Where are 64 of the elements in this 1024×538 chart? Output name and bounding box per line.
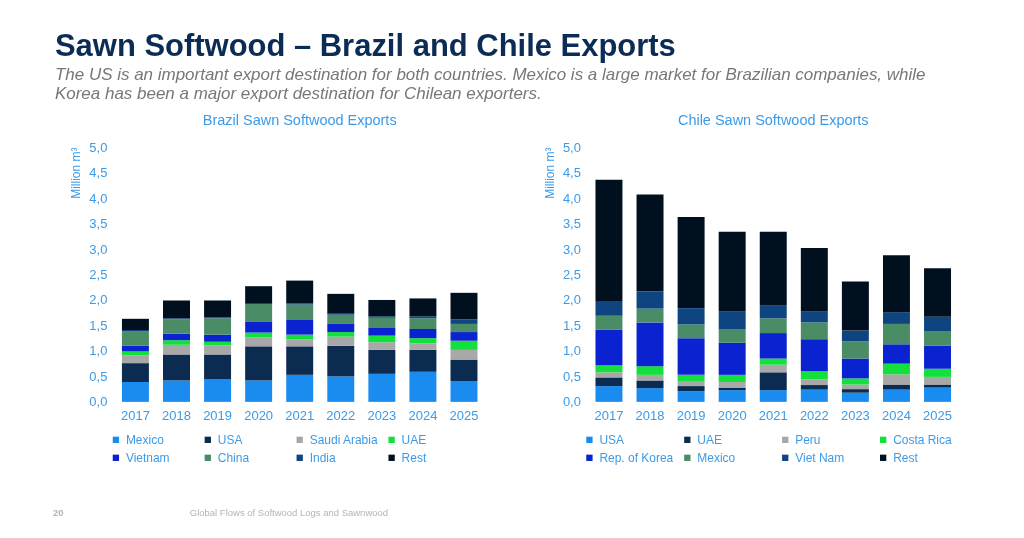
legend-label: USA — [217, 432, 243, 447]
text: 20 — [52, 506, 64, 518]
legend-label: Saudi Arabia — [309, 432, 378, 447]
y-tick-label: 2,5 — [89, 266, 108, 282]
x-tick-label: 2022 — [799, 408, 829, 424]
y-tick-label: 1,5 — [562, 317, 581, 333]
x-tick-label: 2021 — [285, 408, 315, 424]
y-tick-label: 0,5 — [562, 368, 581, 384]
legend-label: Viet Nam — [795, 450, 845, 465]
y-tick-label: 0,0 — [89, 394, 108, 410]
x-tick-label: 2018 — [162, 408, 191, 424]
y-tick-label: 4,5 — [562, 165, 581, 181]
y-tick-label: 3,5 — [562, 216, 581, 232]
legend-label: Peru — [795, 432, 821, 447]
legend-label: Mexico — [125, 432, 165, 447]
x-tick-label: 2024 — [408, 408, 438, 424]
x-tick-label: 2022 — [326, 408, 356, 424]
y-tick-label: 4,5 — [89, 165, 108, 181]
y-tick-label: 2,0 — [89, 292, 108, 308]
chart-title: Chile Sawn Softwood Exports — [677, 111, 869, 128]
y-tick-label: 1,0 — [562, 343, 581, 359]
y-tick-label: 2,5 — [562, 266, 581, 282]
legend-label: Rest — [401, 450, 427, 465]
x-tick-label: 2023 — [840, 408, 870, 424]
legend-label: India — [309, 450, 336, 465]
y-tick-label: 4,0 — [89, 190, 108, 206]
legend-label: China — [217, 450, 250, 465]
x-tick-label: 2019 — [676, 408, 706, 424]
x-tick-label: 2017 — [120, 408, 150, 424]
x-tick-label: 2018 — [635, 408, 665, 424]
y-tick-label: 1,0 — [89, 343, 108, 359]
y-tick-label: 4,0 — [562, 190, 581, 206]
text: Global Flows of Softwood Logs and Sawnwood — [189, 506, 389, 518]
text: Sawn Softwood – Brazil and Chile Exports — [54, 27, 676, 63]
y-axis-title: Million m³ — [69, 147, 84, 199]
y-tick-label: 0,0 — [562, 394, 581, 410]
y-tick-label: 5,0 — [89, 139, 108, 155]
y-tick-label: 3,0 — [562, 241, 581, 257]
x-tick-label: 2019 — [203, 408, 232, 424]
y-tick-label: 0,5 — [89, 368, 108, 384]
y-tick-label: 5,0 — [562, 139, 581, 155]
legend-label: Rep. of Korea — [599, 450, 674, 465]
x-tick-label: 2023 — [367, 408, 397, 424]
legend-label: Vietnam — [125, 450, 170, 465]
y-tick-label: 2,0 — [562, 292, 581, 308]
legend-label: Costa Rica — [893, 432, 953, 447]
x-tick-label: 2025 — [449, 408, 479, 424]
legend-label: USA — [599, 432, 625, 447]
x-tick-label: 2024 — [882, 408, 911, 424]
x-tick-label: 2021 — [758, 408, 788, 424]
text: The US is an important export destination for both countries. Mexico is a large market for Brazilian companies, while Korea has been a major export destination for Chilean exporters. — [54, 64, 926, 103]
legend-label: UAE — [401, 432, 427, 447]
y-axis-title: Million m³ — [542, 147, 557, 199]
x-tick-label: 2017 — [594, 408, 624, 424]
x-tick-label: 2025 — [923, 408, 952, 424]
chart-title: Brazil Sawn Softwood Exports — [202, 111, 397, 128]
y-tick-label: 3,0 — [89, 241, 108, 257]
x-tick-label: 2020 — [717, 408, 747, 424]
y-tick-label: 3,5 — [89, 216, 108, 232]
legend-label: UAE — [697, 432, 722, 447]
y-tick-label: 1,5 — [89, 317, 108, 333]
x-tick-label: 2020 — [244, 408, 274, 424]
legend-label: Mexico — [697, 450, 736, 465]
legend-label: Rest — [893, 450, 919, 465]
